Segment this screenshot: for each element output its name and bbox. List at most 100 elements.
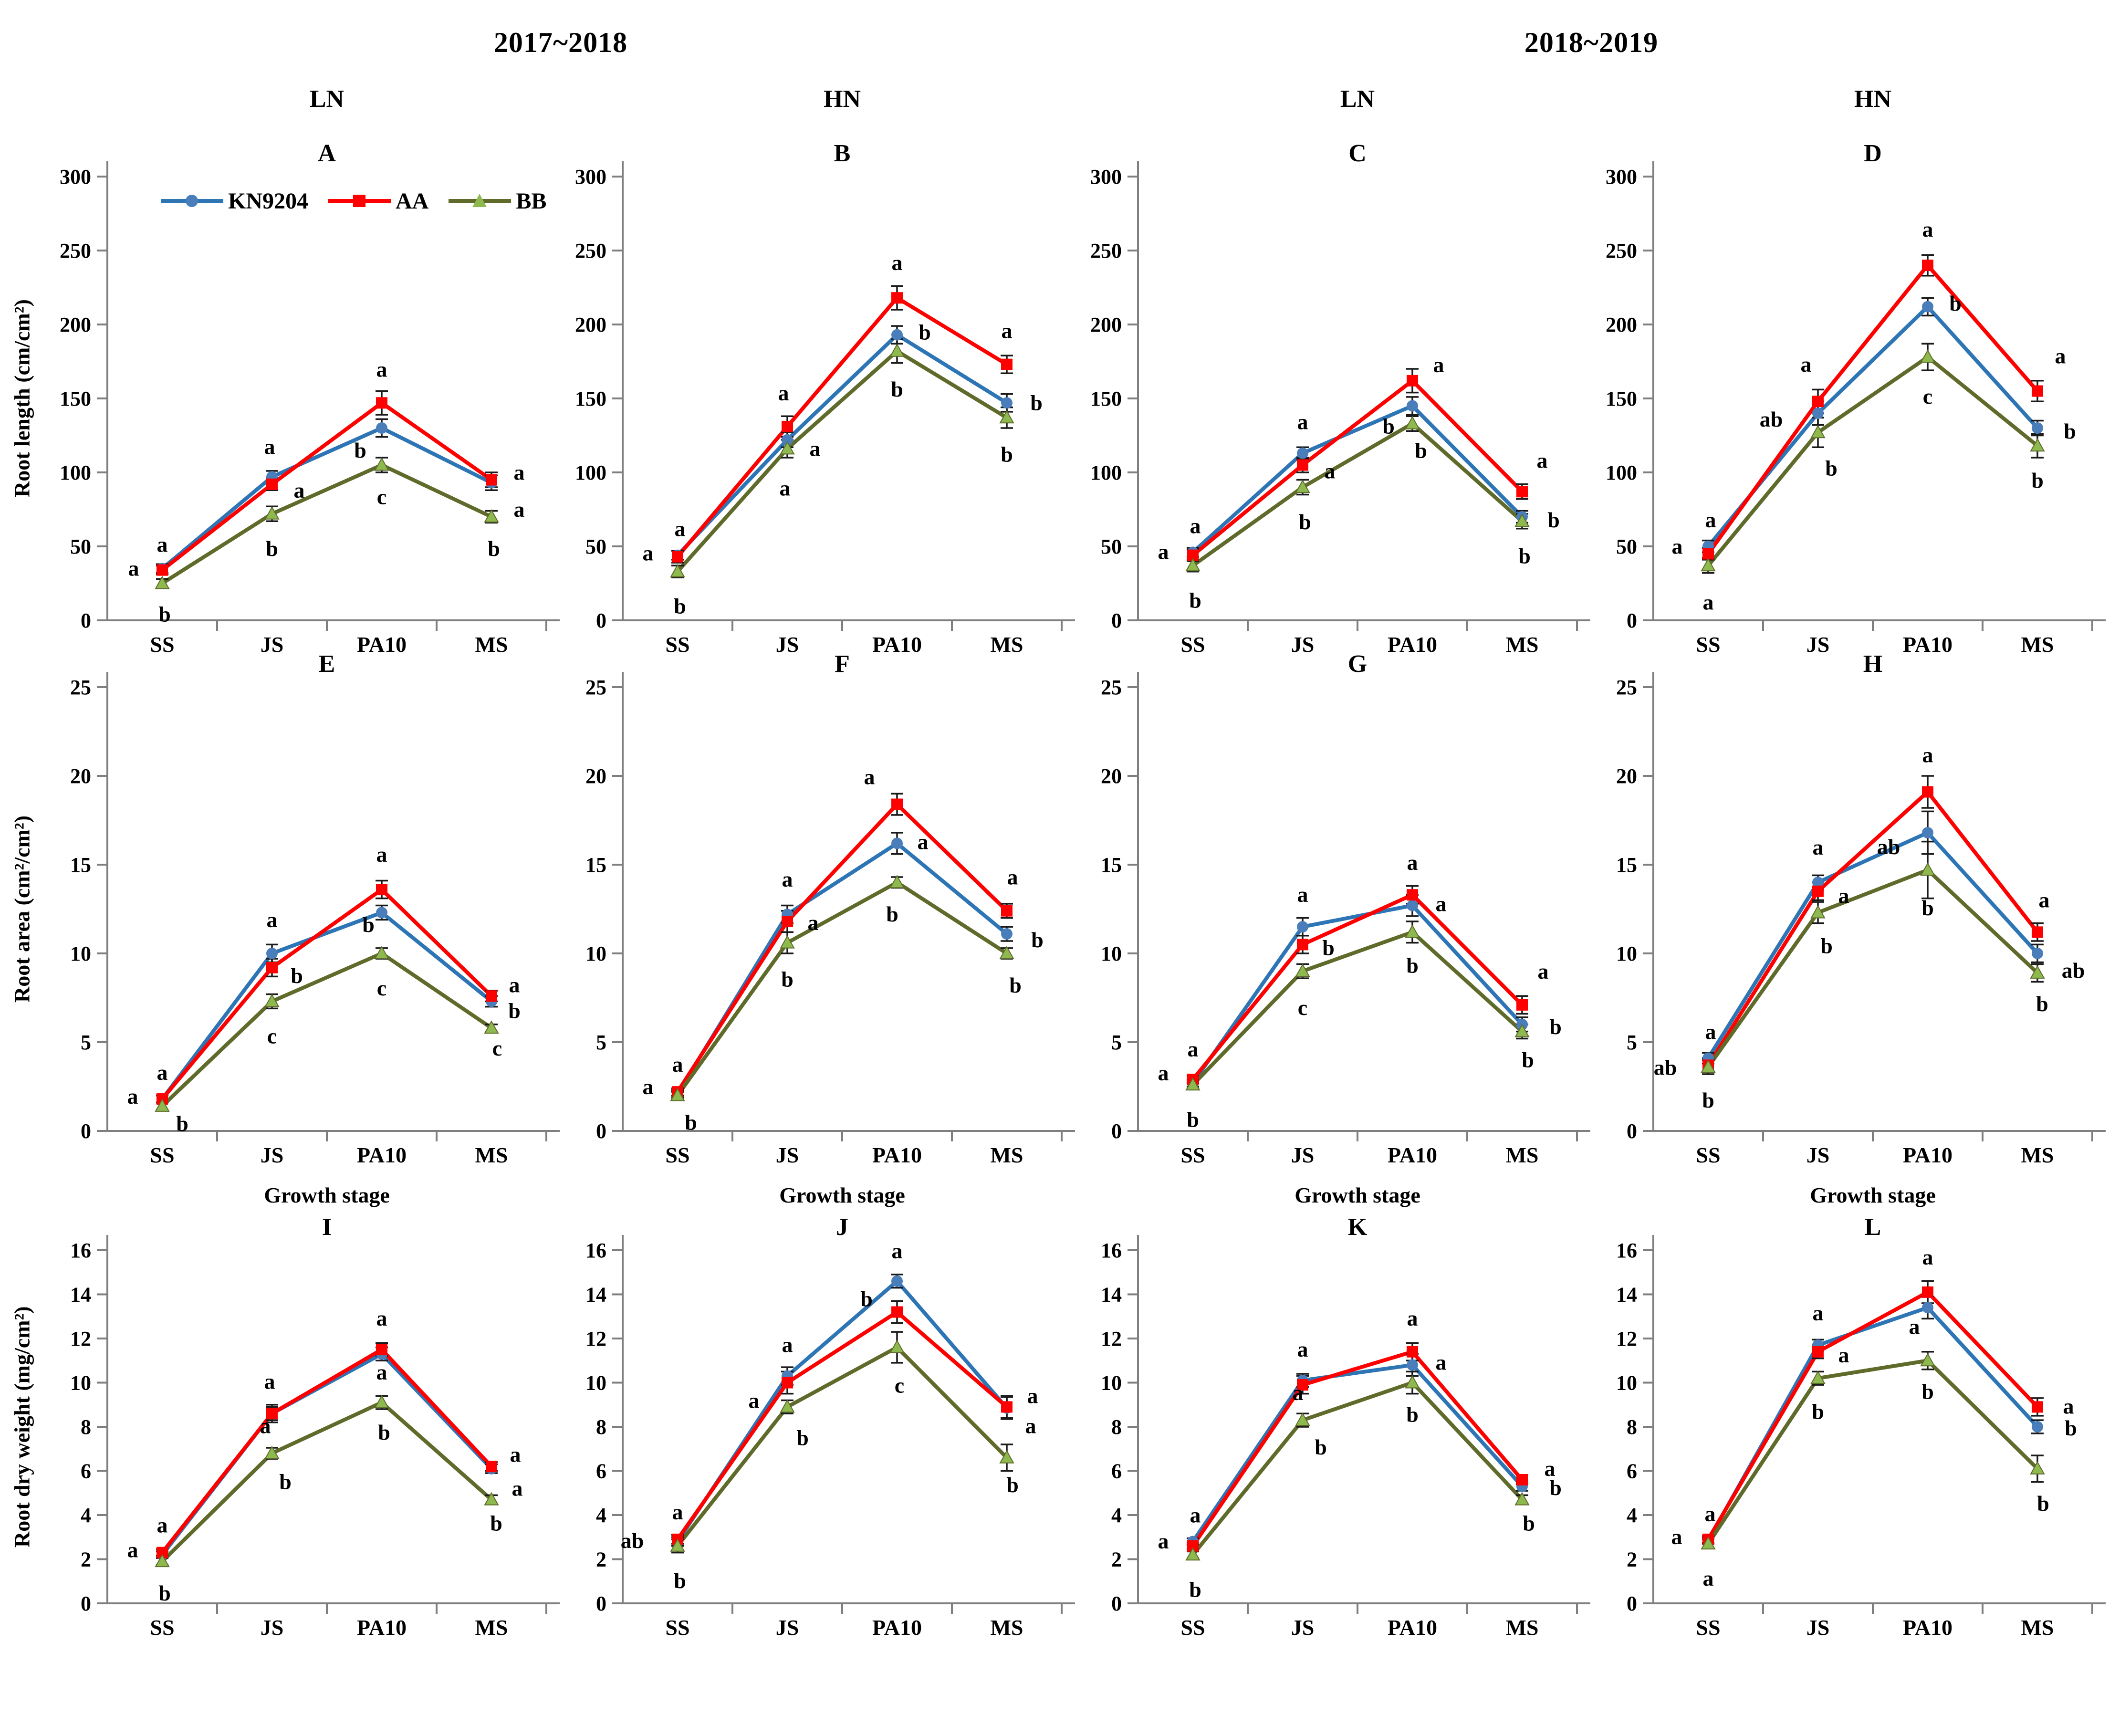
chart-row-root-length: Root length (cm/cm²) A 0 50 100 150 200 250 300…	[0, 138, 2109, 678]
series-line-BB	[676, 1345, 1008, 1548]
y-tick-label: 14	[1616, 1283, 1637, 1307]
marker-square	[1812, 885, 1824, 897]
series-line-BB	[1191, 421, 1524, 567]
sig-letter: b	[1006, 1473, 1019, 1497]
sig-letter: b	[158, 1581, 171, 1605]
sig-letter: a	[1909, 1314, 1920, 1339]
sig-letter: a	[514, 460, 525, 485]
y-tick-label: 12	[70, 1327, 91, 1350]
sig-letter: a	[1813, 835, 1824, 859]
sig-letter: a	[1293, 1380, 1304, 1405]
marker-triangle	[670, 1088, 685, 1101]
series-line-KN9204	[1706, 1306, 2039, 1542]
y-tick-label: 4	[596, 1504, 606, 1527]
sig-letter: a	[1671, 1525, 1682, 1549]
sig-letter: a	[128, 556, 139, 581]
marker-triangle	[1405, 416, 1420, 429]
sig-letter: a	[672, 1052, 683, 1077]
series-line-BB	[1191, 930, 1524, 1087]
y-tick-label: 6	[596, 1460, 606, 1483]
sig-letter: b	[1921, 1379, 1934, 1403]
sig-letter: a	[2039, 888, 2050, 912]
x-tick-label: SS	[1180, 632, 1205, 657]
y-tick-label: 20	[585, 764, 606, 788]
x-tick-label: MS	[2021, 1143, 2054, 1167]
sig-letter: a	[1407, 1306, 1418, 1330]
sig-letter: a	[782, 867, 793, 891]
sig-letter: a	[1297, 882, 1308, 907]
legend-label: KN9204	[228, 188, 308, 214]
marker-triangle	[1701, 1059, 1716, 1073]
sig-letter: a	[1158, 1529, 1169, 1553]
marker-triangle	[889, 343, 905, 357]
y-tick-label: 8	[81, 1415, 91, 1439]
marker-square	[1516, 1474, 1528, 1485]
panel-title-A: A	[318, 140, 336, 167]
y-tick-label: 300	[575, 165, 606, 188]
y-tick-label: 5	[1627, 1031, 1637, 1054]
panel-title-I: I	[322, 1213, 332, 1241]
x-tick-label: SS	[150, 1143, 174, 1167]
marker-square	[1297, 1379, 1308, 1391]
sig-letter: ab	[2062, 958, 2085, 983]
sig-letter: a	[778, 381, 789, 405]
sig-letter: a	[782, 1333, 793, 1357]
marker-triangle	[999, 410, 1014, 424]
y-tick-label: 12	[585, 1327, 606, 1350]
marker-square	[2032, 926, 2043, 938]
y-tick-label: 100	[1606, 461, 1637, 484]
marker-triangle	[1405, 924, 1420, 938]
x-axis-title: Growth stage	[264, 1183, 390, 1207]
y-tick-label: 100	[575, 461, 606, 484]
panel-title-D: D	[1864, 140, 1882, 167]
y-tick-label: 200	[1090, 313, 1122, 336]
sig-letter: b	[1406, 953, 1419, 977]
sig-letter: b	[886, 902, 898, 926]
y-tick-label: 0	[81, 609, 91, 632]
x-tick-label: JS	[776, 1143, 799, 1167]
series-line-AA	[160, 1348, 493, 1554]
marker-square	[782, 420, 793, 432]
x-tick-label: MS	[2021, 632, 2054, 657]
sig-letter: a	[376, 1360, 387, 1384]
marker-square	[1297, 939, 1308, 951]
sig-letter: a	[1705, 1502, 1716, 1526]
marker-circle	[376, 907, 387, 919]
sig-letter: b	[488, 536, 500, 561]
sig-letter: a	[1007, 865, 1018, 889]
x-axis-title: Growth stage	[779, 1183, 905, 1207]
sig-letter: c	[492, 1036, 502, 1060]
y-tick-label: 5	[81, 1031, 91, 1054]
marker-triangle	[889, 1339, 905, 1353]
y-tick-label: 250	[1090, 239, 1122, 262]
sig-letter: a	[864, 765, 875, 789]
sig-letter: a	[267, 908, 278, 932]
sig-letter: a	[1545, 1456, 1556, 1481]
series-line-BB	[161, 463, 492, 585]
series-line-AA	[676, 802, 1008, 1093]
marker-square	[376, 397, 387, 409]
sig-letter: b	[1415, 439, 1427, 463]
y-tick-label: 250	[575, 239, 606, 262]
marker-circle	[2032, 422, 2043, 434]
y-tick-label: 150	[1090, 387, 1122, 410]
marker-triangle	[2030, 1461, 2045, 1475]
y-tick-label: 0	[1627, 1119, 1637, 1143]
sig-letter: a	[1838, 1343, 1849, 1367]
y-tick-label: 25	[585, 676, 606, 699]
sig-letter: a	[1297, 1337, 1308, 1361]
y-tick-label: 16	[70, 1239, 91, 1262]
y-tick-label: 15	[1101, 853, 1122, 877]
sig-letter: a	[157, 1060, 168, 1085]
y-tick-label: 0	[81, 1119, 91, 1143]
x-tick-label: PA10	[872, 1615, 922, 1640]
sig-letter: ab	[1877, 835, 1900, 859]
y-tick-label: 10	[1101, 942, 1122, 965]
y-tick-label: 14	[1101, 1283, 1122, 1307]
y-tick-label: 150	[575, 387, 606, 410]
y-tick-label: 0	[81, 1592, 91, 1615]
marker-triangle	[1514, 513, 1530, 527]
